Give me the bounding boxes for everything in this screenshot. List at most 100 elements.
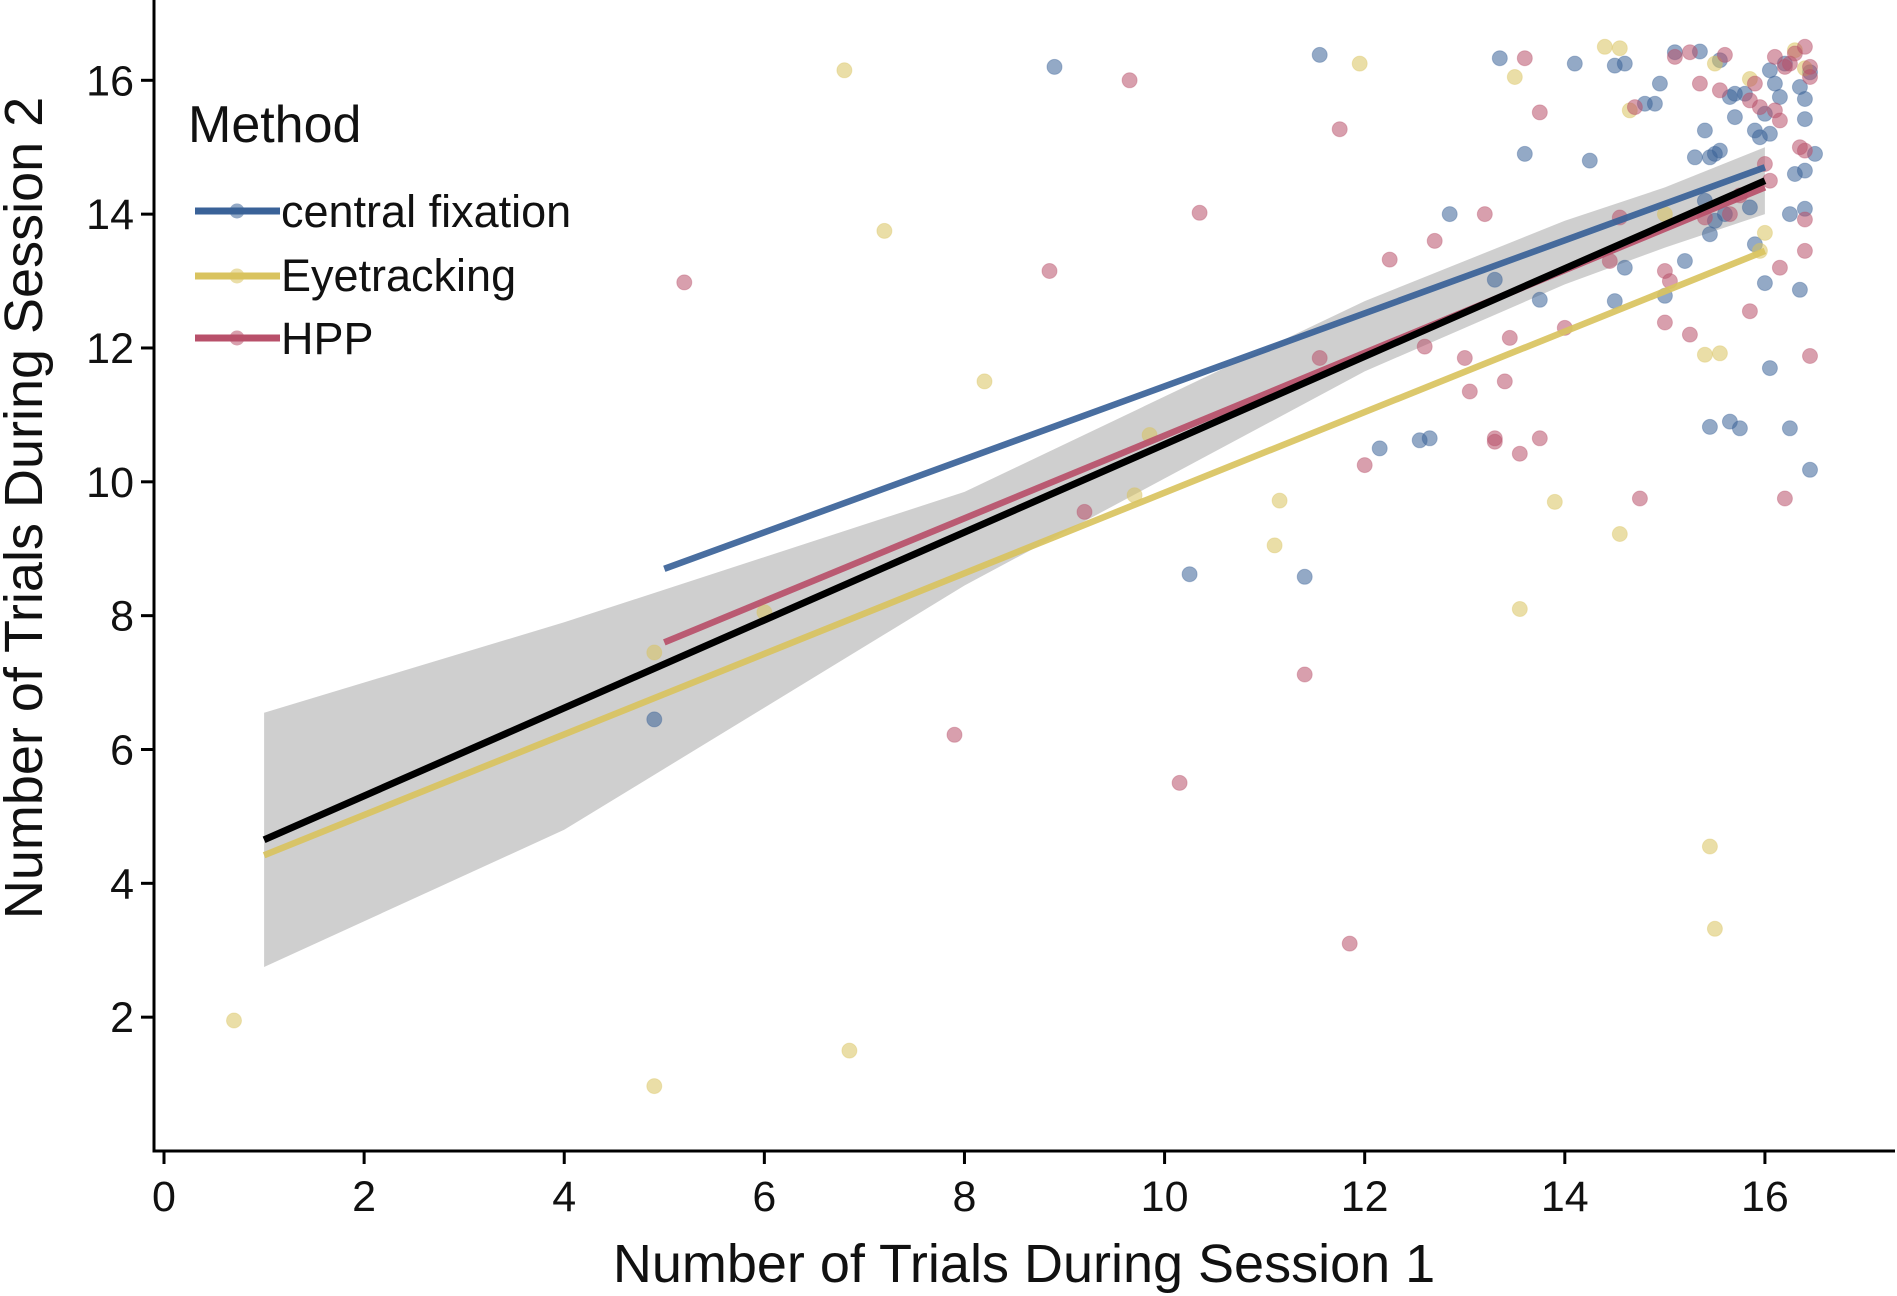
data-point-hpp	[1456, 350, 1473, 366]
data-point-hpp	[1511, 445, 1528, 462]
data-point-eyetracking	[1351, 55, 1368, 72]
legend-title: Method	[188, 96, 361, 154]
data-point-central-fixation	[1802, 461, 1818, 478]
data-point-hpp	[1296, 666, 1313, 683]
data-point-central-fixation	[1731, 420, 1748, 437]
data-point-central-fixation	[1791, 281, 1808, 298]
x-tick-label: 16	[1741, 1173, 1789, 1221]
data-point-hpp	[1076, 503, 1093, 520]
data-point-hpp	[1121, 72, 1138, 89]
data-point-eyetracking	[1506, 69, 1523, 85]
data-point-hpp	[676, 274, 693, 291]
data-point-eyetracking	[1611, 526, 1628, 542]
data-point-eyetracking	[1756, 224, 1773, 241]
x-tick-label: 12	[1341, 1173, 1389, 1221]
data-point-hpp	[1171, 774, 1188, 791]
data-point-eyetracking	[1706, 920, 1723, 937]
data-point-hpp	[1802, 69, 1818, 85]
data-point-hpp	[1381, 251, 1398, 268]
legend-marker-hpp	[229, 330, 245, 346]
data-point-central-fixation	[1701, 226, 1718, 243]
data-point-hpp	[1741, 303, 1758, 320]
data-point-hpp	[1531, 430, 1548, 447]
data-point-hpp	[1802, 348, 1818, 364]
legend: Method central fixation Eyetracking HPP	[188, 96, 571, 364]
data-point-central-fixation	[1371, 440, 1388, 457]
data-point-eyetracking	[1271, 492, 1288, 509]
data-point-central-fixation	[1441, 206, 1458, 223]
data-point-eyetracking	[1596, 38, 1613, 55]
x-tick-label: 0	[152, 1173, 176, 1221]
data-point-eyetracking	[1611, 40, 1628, 57]
data-point-hpp	[1486, 430, 1503, 447]
data-point-hpp	[1746, 75, 1763, 92]
data-point-hpp	[1711, 82, 1728, 99]
data-point-hpp	[1666, 48, 1683, 65]
y-tick-label: 12	[86, 325, 134, 373]
fit-line-central-fixation	[663, 164, 1767, 572]
data-point-hpp	[1631, 490, 1648, 507]
data-point-hpp	[1681, 326, 1698, 343]
data-point-central-fixation	[1651, 75, 1668, 92]
data-point-eyetracking	[1696, 346, 1713, 363]
data-point-central-fixation	[1486, 271, 1503, 288]
data-point-hpp	[1331, 121, 1348, 138]
y-tick-label: 8	[110, 593, 134, 641]
fit-line-overall	[262, 177, 1767, 844]
fit-line-eyetracking	[262, 247, 1767, 859]
axes	[152, 0, 1895, 1153]
y-ticks: 2 4 6 8 10 12 14 16	[86, 57, 154, 1042]
data-point-hpp	[1771, 112, 1788, 129]
data-point-central-fixation	[1726, 109, 1743, 126]
data-point-central-fixation	[1766, 75, 1783, 92]
x-tick-label: 2	[352, 1173, 376, 1221]
data-point-central-fixation	[1796, 162, 1813, 179]
data-point-central-fixation	[1761, 62, 1778, 79]
y-tick-label: 14	[86, 191, 134, 239]
data-point-central-fixation	[1796, 91, 1813, 107]
y-tick-label: 10	[86, 459, 134, 507]
data-point-central-fixation	[1696, 122, 1713, 139]
data-point-hpp	[1626, 99, 1643, 116]
data-point-hpp	[1796, 38, 1813, 55]
data-point-central-fixation	[1761, 125, 1778, 142]
legend-label-eyetracking: Eyetracking	[281, 250, 516, 301]
data-point-central-fixation	[1566, 55, 1583, 72]
y-tick-label: 16	[86, 57, 134, 105]
data-point-hpp	[1426, 232, 1443, 249]
x-tick-label: 8	[953, 1173, 977, 1221]
data-point-hpp	[1501, 329, 1518, 346]
data-point-hpp	[1796, 211, 1813, 228]
x-tick-label: 6	[752, 1173, 776, 1221]
data-point-hpp	[1721, 206, 1738, 223]
data-point-central-fixation	[1616, 259, 1633, 276]
data-point-hpp	[1656, 314, 1673, 331]
data-point-hpp	[1681, 44, 1698, 61]
data-point-hpp	[1716, 46, 1733, 63]
data-point-hpp	[946, 726, 963, 743]
data-point-central-fixation	[1646, 95, 1663, 112]
data-point-eyetracking	[226, 1012, 242, 1029]
y-tick-label: 4	[110, 860, 134, 908]
data-point-eyetracking	[646, 644, 663, 661]
data-point-hpp	[1531, 104, 1548, 121]
data-point-eyetracking	[1511, 601, 1528, 617]
data-point-hpp	[1776, 490, 1793, 507]
data-point-central-fixation	[1516, 145, 1533, 162]
x-tick-label: 4	[552, 1173, 576, 1221]
data-point-hpp	[1191, 204, 1208, 221]
data-point-central-fixation	[1311, 46, 1328, 63]
overall-fit-layer	[262, 177, 1767, 844]
data-point-hpp	[1516, 50, 1533, 67]
x-axis-label: Number of Trials During Session 1	[613, 1234, 1435, 1294]
data-point-hpp	[1416, 338, 1433, 355]
data-point-hpp	[1496, 373, 1513, 390]
data-point-central-fixation	[1771, 89, 1788, 105]
data-point-central-fixation	[646, 711, 663, 728]
x-ticks: 0 2 4 6 8 10 12 14 16	[152, 1151, 1789, 1221]
y-tick-label: 2	[110, 994, 134, 1042]
confidence-band-layer	[264, 147, 1765, 967]
data-point-central-fixation	[1676, 253, 1693, 269]
x-tick-label: 10	[1141, 1173, 1189, 1221]
data-point-central-fixation	[1491, 50, 1508, 67]
